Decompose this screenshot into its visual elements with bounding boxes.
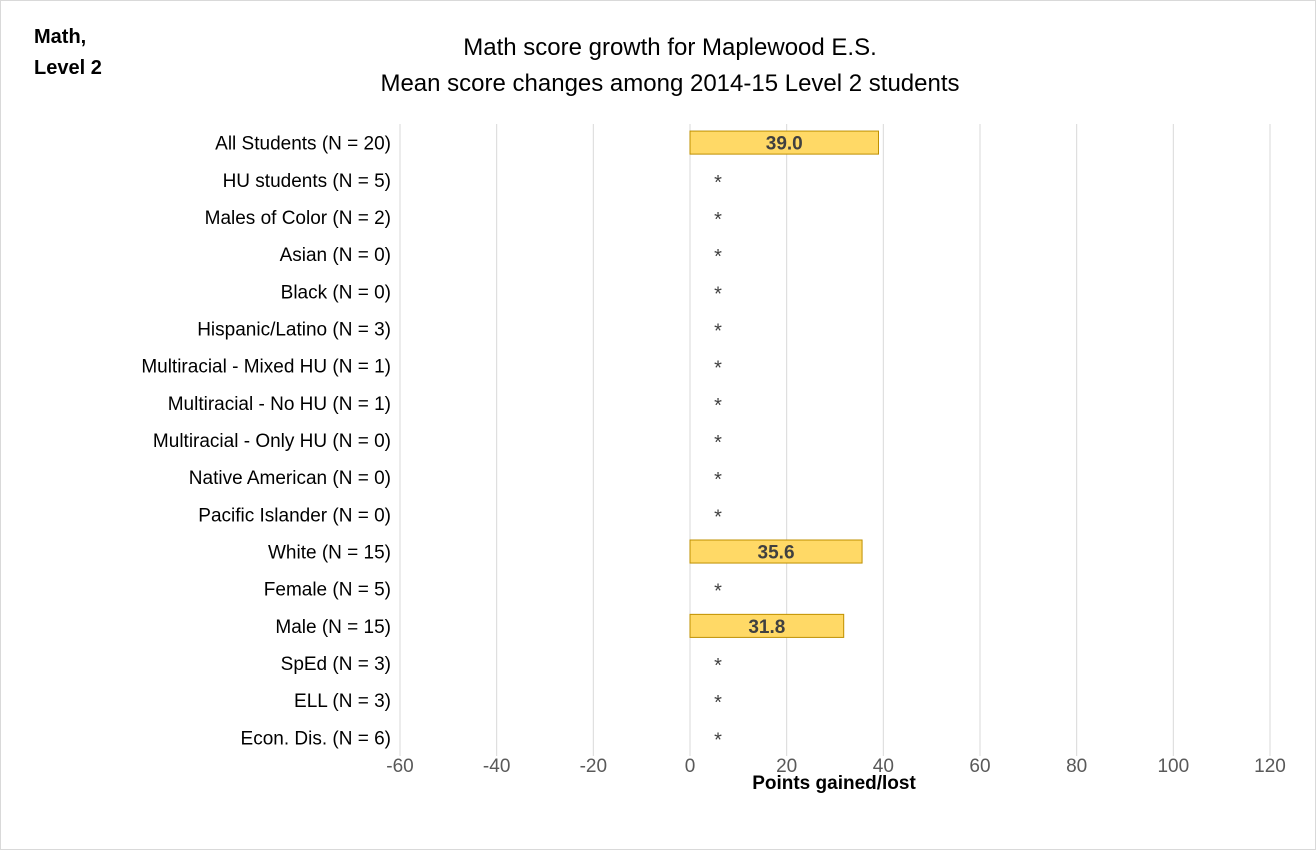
suppressed-marker: * bbox=[714, 172, 722, 194]
bar bbox=[689, 613, 845, 638]
suppressed-marker: * bbox=[714, 246, 722, 268]
category-label: ELL (N = 3) bbox=[294, 691, 391, 712]
data-label: 35.6 bbox=[758, 543, 795, 564]
category-label: Male (N = 15) bbox=[275, 617, 391, 638]
category-label: Econ. Dis. (N = 6) bbox=[241, 728, 391, 749]
chart-title: Math score growth for Maplewood E.S. bbox=[463, 34, 877, 61]
x-tick-label: 20 bbox=[776, 756, 797, 777]
x-tick-labels: -60 -40 -20 0 20 40 60 80 100 120 bbox=[386, 756, 1286, 777]
suppressed-marker: * bbox=[714, 320, 722, 342]
x-tick-label: -60 bbox=[386, 756, 413, 777]
bar bbox=[689, 539, 863, 564]
corner-label-line-1: Math, bbox=[34, 26, 87, 48]
category-label: All Students (N = 20) bbox=[215, 134, 391, 155]
category-label: Multiracial - Only HU (N = 0) bbox=[153, 431, 391, 452]
category-labels: All Students (N = 20) HU students (N = 5)… bbox=[141, 134, 391, 750]
category-label: Female (N = 5) bbox=[264, 580, 391, 601]
chart-subtitle: Mean score changes among 2014-15 Level 2… bbox=[380, 70, 960, 97]
category-label: HU students (N = 5) bbox=[223, 171, 391, 192]
corner-label: Math, Level 2 bbox=[34, 22, 102, 84]
suppressed-marker: * bbox=[714, 506, 722, 528]
category-label: Asian (N = 0) bbox=[280, 245, 391, 266]
data-label: 39.0 bbox=[766, 134, 803, 155]
category-label: SpEd (N = 3) bbox=[281, 654, 391, 675]
x-axis-label: Points gained/lost bbox=[752, 773, 916, 794]
suppressed-marker: * bbox=[714, 469, 722, 491]
category-label: Black (N = 0) bbox=[281, 282, 391, 303]
x-tick-label: 40 bbox=[873, 756, 894, 777]
suppressed-marker: * bbox=[714, 283, 722, 305]
category-label: Males of Color (N = 2) bbox=[205, 208, 391, 229]
category-label: Multiracial - Mixed HU (N = 1) bbox=[141, 357, 391, 378]
corner-label-line-2: Level 2 bbox=[34, 57, 102, 79]
suppressed-marker: * bbox=[714, 432, 722, 454]
category-label: White (N = 15) bbox=[268, 543, 391, 564]
suppressed-marker: * bbox=[714, 729, 722, 751]
suppressed-marker: * bbox=[714, 358, 722, 380]
category-label: Hispanic/Latino (N = 3) bbox=[197, 319, 391, 340]
bars: 39.0 * * * * * * * * * * 35.6 * 31.8 * * * bbox=[689, 130, 879, 751]
x-tick-label: 60 bbox=[969, 756, 990, 777]
suppressed-marker: * bbox=[714, 395, 722, 417]
category-label: Pacific Islander (N = 0) bbox=[198, 505, 391, 526]
x-tick-label: 100 bbox=[1157, 756, 1189, 777]
x-tick-label: 80 bbox=[1066, 756, 1087, 777]
data-label: 31.8 bbox=[748, 617, 785, 638]
x-tick-label: -20 bbox=[580, 756, 607, 777]
suppressed-marker: * bbox=[714, 581, 722, 603]
suppressed-marker: * bbox=[714, 209, 722, 231]
category-label: Multiracial - No HU (N = 1) bbox=[168, 394, 391, 415]
suppressed-marker: * bbox=[714, 692, 722, 714]
x-tick-label: 120 bbox=[1254, 756, 1286, 777]
chart-title-block: Math score growth for Maplewood E.S. Mea… bbox=[300, 30, 1040, 102]
suppressed-marker: * bbox=[714, 655, 722, 677]
category-label: Native American (N = 0) bbox=[189, 468, 391, 489]
x-tick-label: 0 bbox=[685, 756, 696, 777]
x-tick-label: -40 bbox=[483, 756, 510, 777]
bar bbox=[689, 130, 879, 155]
gridlines bbox=[399, 124, 1271, 756]
